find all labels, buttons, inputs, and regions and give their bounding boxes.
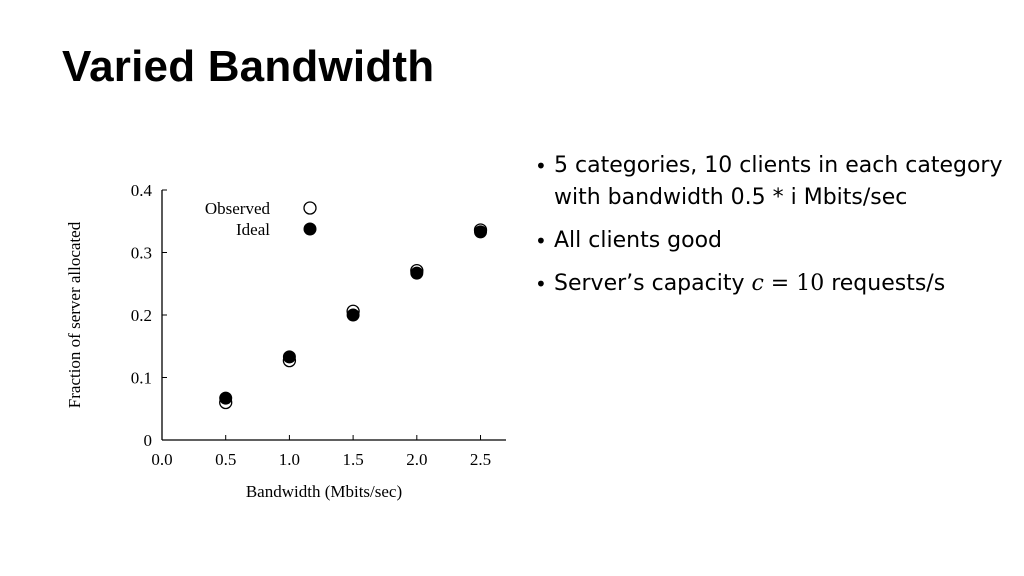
legend-marker-ideal	[303, 222, 317, 236]
x-tick-label-2: 1.0	[279, 450, 300, 469]
ideal-point-4	[474, 225, 488, 239]
ideal-point-1	[282, 350, 296, 364]
legend-marker-observed	[303, 201, 317, 215]
y-tick-label-4: 0.4	[131, 181, 153, 200]
y-tick-label-0: 0	[144, 431, 153, 450]
x-tick-label-3: 1.5	[342, 450, 363, 469]
bullet-text-clients: All clients good	[554, 228, 722, 253]
legend-label-observed: Observed	[205, 199, 271, 218]
legend-label-ideal: Ideal	[236, 220, 270, 239]
x-tick-label-5: 2.5	[470, 450, 491, 469]
ideal-point-0	[219, 391, 233, 405]
capacity-value: = 10	[763, 271, 825, 296]
chart-svg: 0.0 0.5 1.0 1.5 2.0 2.5 0 0.1 0.2 0.3 0.4 Bandwidth…	[65, 181, 506, 501]
bullet-item-categories: 5 categories, 10 clients in each categor…	[532, 150, 1012, 214]
bullet-item-clients: All clients good	[532, 225, 1012, 257]
slide-title: Varied Bandwidth	[62, 42, 435, 91]
bullet-text-capacity-prefix: Server’s capacity	[554, 271, 752, 296]
x-tick-label-1: 0.5	[215, 450, 236, 469]
scatter-chart: 0.0 0.5 1.0 1.5 2.0 2.5 0 0.1 0.2 0.3 0.4 Bandwidth…	[60, 170, 520, 510]
y-tick-label-2: 0.2	[131, 306, 152, 325]
bullet-text-categories: 5 categories, 10 clients in each categor…	[554, 153, 1003, 210]
x-axis-label: Bandwidth (Mbits/sec)	[246, 482, 402, 501]
capacity-variable: c	[751, 271, 764, 296]
y-tick-label-1: 0.1	[131, 369, 152, 388]
bullet-list: 5 categories, 10 clients in each categor…	[532, 150, 1012, 311]
y-axis-label: Fraction of server allocated	[65, 221, 84, 408]
x-tick-label-0: 0.0	[151, 450, 172, 469]
bullet-item-capacity: Server’s capacity c = 10 requests/s	[532, 268, 1012, 300]
bullet-text-capacity-suffix: requests/s	[824, 271, 946, 296]
ideal-point-3	[410, 266, 424, 280]
x-tick-label-4: 2.0	[406, 450, 427, 469]
ideal-point-2	[346, 308, 360, 322]
y-tick-label-3: 0.3	[131, 244, 152, 263]
